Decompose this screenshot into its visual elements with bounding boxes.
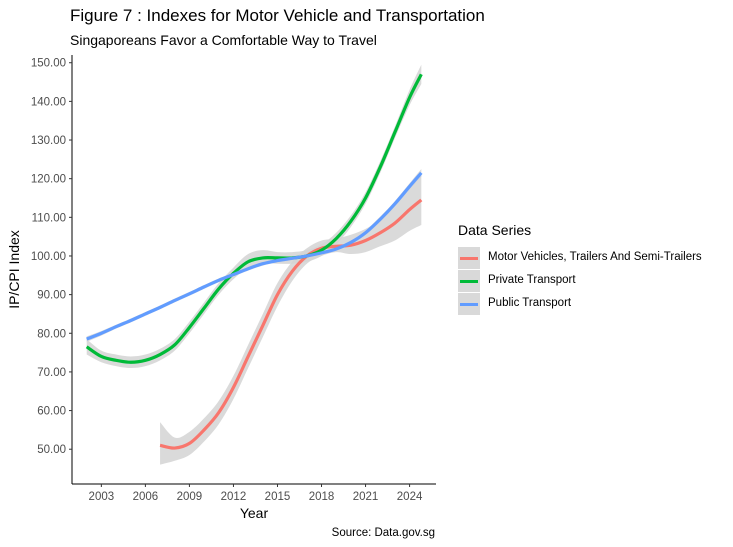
y-tick-label: 140.00 — [31, 96, 66, 108]
chart-title: Figure 7 : Indexes for Motor Vehicle and… — [70, 6, 485, 25]
legend-key-private-transport — [458, 270, 480, 292]
x-tick-label: 2021 — [353, 491, 379, 503]
legend-key-public-transport — [458, 293, 480, 315]
legend-label-public-transport: Public Transport — [488, 297, 572, 309]
y-tick-label: 70.00 — [37, 367, 66, 379]
y-tick-label: 130.00 — [31, 135, 66, 147]
legend-key-motor-vehicles — [458, 247, 480, 269]
y-tick-label: 150.00 — [31, 58, 66, 70]
y-tick-label: 90.00 — [37, 290, 66, 302]
x-tick-label: 2012 — [221, 491, 247, 503]
legend-label-motor-vehicles: Motor Vehicles, Trailers And Semi-Traile… — [488, 251, 702, 263]
y-tick-label: 120.00 — [31, 174, 66, 186]
x-tick-label: 2015 — [265, 491, 291, 503]
source-caption: Source: Data.gov.sg — [331, 527, 435, 539]
series-lines — [85, 73, 423, 450]
x-tick-label: 2009 — [177, 491, 203, 503]
legend-item-motor-vehicles: Motor Vehicles, Trailers And Semi-Traile… — [458, 247, 733, 269]
confidence-bands — [86, 64, 422, 465]
legend-title: Data Series — [458, 222, 532, 238]
x-axis-label: Year — [240, 505, 269, 521]
series-line-public-transport — [86, 171, 423, 341]
band-motor-vehicles — [160, 174, 422, 465]
x-tick-label: 2006 — [133, 491, 159, 503]
y-tick-label: 100.00 — [31, 251, 66, 263]
legend-item-private-transport: Private Transport — [458, 270, 733, 292]
x-tick-label: 2024 — [397, 491, 423, 503]
y-tick-label: 60.00 — [37, 406, 66, 418]
series-line-private-transport — [85, 73, 423, 364]
band-private-transport — [86, 64, 422, 369]
chart-subtitle: Singaporeans Favor a Comfortable Way to … — [70, 32, 377, 48]
axes: 50.00 60.00 70.00 80.00 90.00 100.00 110.00 120… — [6, 55, 436, 521]
y-axis-label: IP/CPI Index — [6, 230, 22, 309]
y-tick-label: 80.00 — [37, 328, 66, 340]
x-tick-label: 2003 — [89, 491, 115, 503]
legend-label-private-transport: Private Transport — [488, 274, 576, 286]
legend-item-public-transport: Public Transport — [458, 293, 733, 315]
y-tick-label: 50.00 — [37, 444, 66, 456]
y-tick-label: 110.00 — [32, 212, 66, 224]
series-line-motor-vehicles — [159, 198, 423, 450]
x-tick-label: 2018 — [309, 491, 335, 503]
